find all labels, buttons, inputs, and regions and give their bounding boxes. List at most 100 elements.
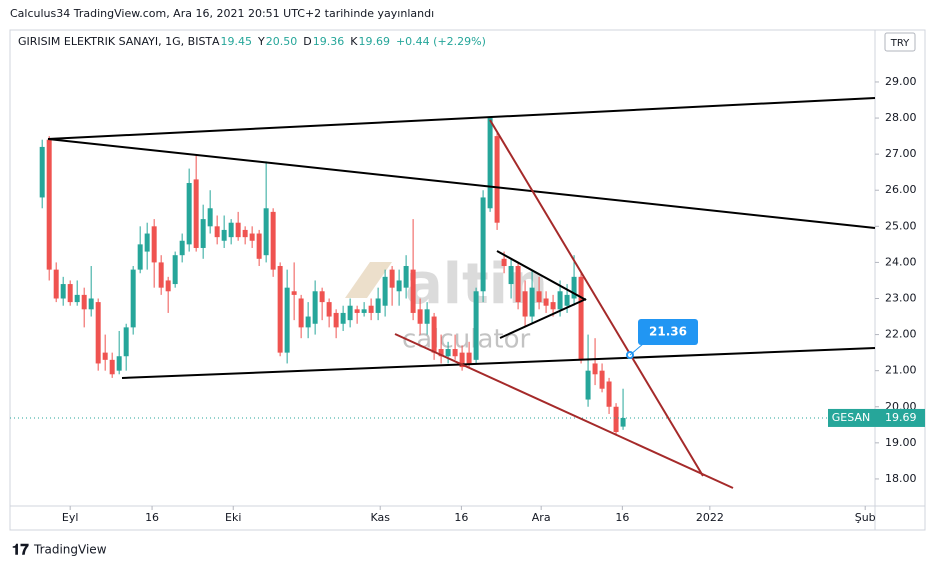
x-tick-label: Şub (855, 511, 876, 524)
ohlc-label: D (303, 35, 311, 48)
candle-body (403, 266, 409, 288)
candle-body (116, 356, 122, 371)
x-tick-label: 2022 (696, 511, 724, 524)
currency[interactable]: TRY (890, 38, 910, 49)
candle-body (53, 269, 59, 299)
candle-body (95, 302, 101, 364)
candle-body (382, 276, 388, 306)
x-tick-label: Eyl (62, 511, 79, 524)
candle-body (557, 291, 563, 310)
candle-body (340, 312, 346, 324)
candle-body (368, 305, 374, 313)
candle-body (235, 222, 241, 238)
candle-body (473, 291, 479, 360)
trend-line (499, 298, 587, 339)
candle-body (515, 266, 521, 303)
candle-body (130, 269, 136, 328)
symbol: GIRISIM ELEKTRIK SANAYI, 1G, BIST (18, 35, 212, 48)
change: +0.44 (+2.29%) (396, 35, 486, 48)
candle-body (620, 417, 626, 427)
candle-body (242, 229, 248, 238)
x-tick-label: 16 (145, 511, 159, 524)
candle-body (144, 233, 150, 252)
trend-line (496, 250, 587, 301)
candle-body (347, 305, 353, 321)
candle-body (263, 208, 269, 256)
ohlc-label: K (350, 35, 358, 48)
candle-body (550, 302, 556, 310)
candle-body (109, 359, 115, 375)
candle-body (571, 276, 577, 299)
candle-body (501, 258, 507, 267)
x-tick-label: 16 (454, 511, 468, 524)
published: Calculus34 TradingView.com, Ara 16, 2021… (10, 7, 434, 20)
candle-body (200, 219, 206, 248)
candle-body (494, 136, 500, 223)
ohlc-label: A (212, 35, 220, 48)
ohlc-value: 19.45 (221, 35, 253, 48)
candle-body (277, 266, 283, 353)
candle-body (179, 240, 185, 256)
candle-body (564, 294, 570, 306)
y-tick-label: 24.00 (885, 255, 917, 268)
candle-body (151, 226, 157, 263)
candle-body (88, 298, 94, 310)
trend-line (121, 347, 876, 379)
y-tick-label: 21.00 (885, 364, 917, 377)
candle-body (361, 309, 367, 313)
ohlc-value: 19.36 (313, 35, 345, 48)
candle-body (522, 291, 528, 317)
candle-body (592, 363, 598, 375)
candle-body (613, 406, 619, 433)
currency-box[interactable] (884, 32, 916, 52)
candle-body (158, 262, 164, 288)
candle-body (606, 381, 612, 407)
ohlc-value: 19.69 (358, 35, 390, 48)
candle-body (375, 298, 381, 313)
watermark-logo (345, 262, 392, 298)
candle-body (396, 280, 402, 292)
candle-body (137, 244, 143, 270)
candle-body (46, 139, 52, 270)
candle-body (123, 327, 129, 357)
candle-body (186, 183, 192, 245)
candle-body (326, 302, 332, 317)
trend-line (394, 333, 734, 489)
candle-body (67, 284, 73, 303)
candle-body (578, 276, 584, 360)
trend-line (47, 97, 876, 140)
ohlc-label: Y (257, 35, 265, 48)
candle-body (585, 370, 591, 400)
drawings (47, 97, 876, 489)
ohlc-legend: A 19.45 Y 20.50 D 19.36 K 19.69 +0.44 (+2.29%) (212, 35, 486, 48)
last-label: GESAN (832, 411, 870, 424)
candle-body (193, 179, 199, 248)
candle-body (81, 294, 87, 310)
y-tick-label: 26.00 (885, 183, 917, 196)
candle-body (599, 370, 605, 389)
candle-body (39, 146, 45, 198)
watermark-sub: calculator (402, 325, 530, 355)
candle-body (298, 298, 304, 328)
x-tick-label: Kas (370, 511, 390, 524)
candle-body (333, 312, 339, 328)
candle-body (487, 118, 493, 209)
candle-body (452, 349, 458, 357)
candle-body (312, 291, 318, 324)
candle-body (319, 291, 325, 303)
candle-body (410, 269, 416, 313)
x-tick-label: Eki (225, 511, 241, 524)
ohlc-value: 20.50 (266, 35, 298, 48)
callout-pointer (629, 343, 644, 356)
candle-body (459, 352, 465, 368)
x-tick-label: Ara (532, 511, 551, 524)
y-tick-label: 28.00 (885, 111, 917, 124)
candle-body (508, 266, 514, 285)
candle-body (431, 316, 437, 353)
candle-body (228, 222, 234, 238)
candle-body (165, 280, 171, 292)
y-tick-label: 29.00 (885, 75, 917, 88)
candle-body (284, 287, 290, 353)
callout-box (638, 319, 698, 345)
